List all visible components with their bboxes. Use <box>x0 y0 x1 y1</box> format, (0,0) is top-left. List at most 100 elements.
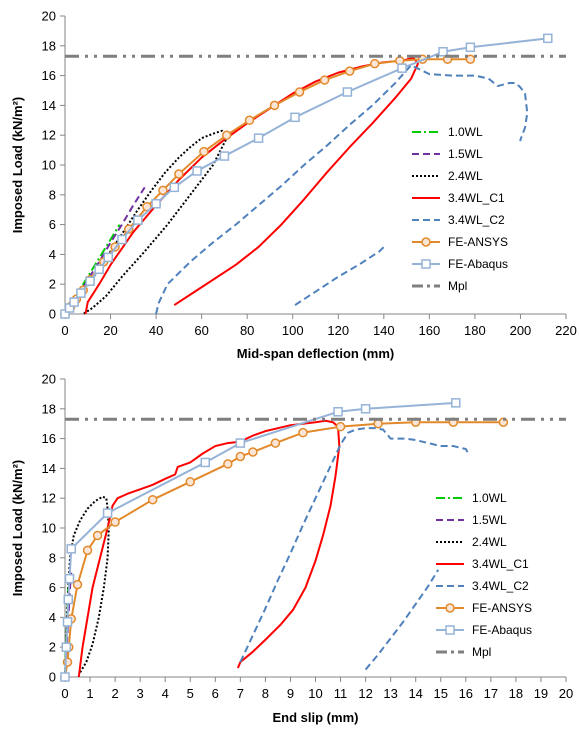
x-tick-label: 3 <box>137 686 144 701</box>
data-point <box>63 594 74 605</box>
y-tick-label: 16 <box>42 431 56 446</box>
data-point <box>235 438 246 448</box>
legend-label: FE-Abaqus <box>448 257 508 271</box>
x-tick-label: 10 <box>308 686 322 701</box>
y-tick-label: 14 <box>42 98 56 113</box>
x-tick-label: 120 <box>327 323 349 338</box>
x-tick-label: 40 <box>149 323 163 338</box>
legend-marker <box>421 259 431 269</box>
series-line <box>64 421 504 678</box>
series-unlabeled-5 <box>364 569 440 671</box>
x-tick-label: 1 <box>86 686 93 701</box>
y-tick-label: 18 <box>42 38 56 53</box>
series-fe-abaqus <box>60 33 553 319</box>
x-tick-label: 20 <box>559 686 573 701</box>
x-axis-title: Mid-span deflection (mm) <box>237 346 394 361</box>
data-point <box>344 66 355 76</box>
data-point <box>66 544 77 554</box>
data-point <box>244 115 255 126</box>
legend: 1.0WL 1.5WL 2.4WL 3.4WL_C1 3.4WL_C2 FE-ANSYS F… <box>436 491 532 659</box>
data-point <box>543 33 553 44</box>
y-axis-title: Imposed Load (kN/m²) <box>10 460 25 597</box>
series-2-4wl <box>64 495 110 678</box>
x-tick-label: 9 <box>287 686 294 701</box>
series-line <box>64 58 471 315</box>
data-point <box>223 459 233 469</box>
x-tick-label: 4 <box>162 686 169 701</box>
x-tick-label: 17 <box>484 686 498 701</box>
legend-label: FE-ANSYS <box>472 601 532 615</box>
x-tick-label: 16 <box>459 686 473 701</box>
series-line <box>155 64 529 315</box>
x-tick-label: 60 <box>194 323 208 338</box>
data-point <box>219 151 230 161</box>
y-tick-label: 18 <box>42 401 56 416</box>
data-point <box>169 182 180 193</box>
x-tick-label: 11 <box>334 686 348 701</box>
data-point <box>147 494 158 505</box>
y-tick-label: 12 <box>42 491 56 506</box>
legend-label: 1.5WL <box>472 513 507 527</box>
series-unlabeled-5 <box>294 246 385 306</box>
legend-label: 2.4WL <box>472 535 507 549</box>
data-point <box>158 185 168 196</box>
data-point <box>110 517 120 527</box>
x-tick-label: 12 <box>358 686 372 701</box>
series-fe-abaqus <box>60 398 461 682</box>
data-point <box>397 63 407 73</box>
x-tick-label: 100 <box>282 323 304 338</box>
x-tick-label: 15 <box>434 686 448 701</box>
data-point <box>221 130 232 140</box>
x-axis-title: End slip (mm) <box>273 710 359 725</box>
y-tick-label: 0 <box>49 670 56 685</box>
data-point <box>199 146 209 157</box>
data-point <box>62 617 73 627</box>
data-point <box>270 438 281 448</box>
series-line <box>84 56 419 315</box>
data-point <box>76 288 86 298</box>
data-point <box>290 112 300 123</box>
data-point <box>335 421 346 432</box>
data-point <box>269 100 280 111</box>
data-point <box>92 530 103 541</box>
x-tick-label: 20 <box>103 323 117 338</box>
data-point <box>133 215 143 225</box>
series-line <box>239 427 470 663</box>
y-tick-label: 20 <box>42 372 56 387</box>
data-point <box>200 457 211 468</box>
series-line <box>364 569 440 671</box>
data-point <box>438 47 448 57</box>
x-tick-label: 5 <box>187 686 194 701</box>
series-line <box>64 401 456 678</box>
x-tick-label: 200 <box>510 323 532 338</box>
y-tick-label: 14 <box>42 461 56 476</box>
y-tick-label: 4 <box>49 610 56 625</box>
legend-label: 3.4WL_C1 <box>472 557 529 571</box>
x-tick-label: 0 <box>61 323 68 338</box>
x-tick-label: 160 <box>419 323 441 338</box>
data-point <box>72 579 83 590</box>
data-point <box>465 54 476 64</box>
data-point <box>82 545 93 556</box>
legend-label: 1.0WL <box>472 491 507 505</box>
legend-label: Mpl <box>448 279 467 293</box>
legend-label: 1.5WL <box>448 147 483 161</box>
data-point <box>451 398 461 408</box>
y-tick-label: 10 <box>42 521 56 536</box>
x-tick-label: 13 <box>383 686 397 701</box>
data-point <box>103 252 114 263</box>
legend-label: FE-Abaqus <box>472 623 532 637</box>
legend-label: FE-ANSYS <box>448 235 508 249</box>
y-tick-label: 4 <box>49 247 56 262</box>
data-point <box>117 234 127 245</box>
y-tick-label: 2 <box>49 277 56 292</box>
legend: 1.0WL 1.5WL 2.4WL 3.4WL_C1 3.4WL_C2 FE-ANSYS F… <box>412 125 508 293</box>
data-point <box>185 477 195 487</box>
x-tick-label: 180 <box>464 323 486 338</box>
x-tick-label: 6 <box>212 686 219 701</box>
y-tick-label: 6 <box>49 580 56 595</box>
data-point <box>69 297 79 307</box>
data-point <box>235 451 246 462</box>
